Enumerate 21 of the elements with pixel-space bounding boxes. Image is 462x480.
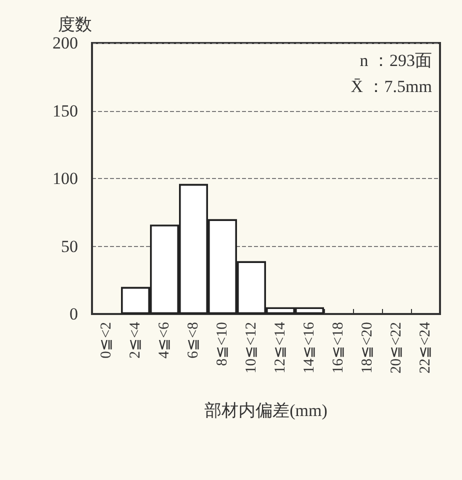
x-tick-label: 12≦<14 xyxy=(272,322,288,374)
x-axis-title: 部材内偏差(mm) xyxy=(204,401,328,420)
y-axis-title: 度数 xyxy=(58,15,92,34)
x-tick-label: 16≦<18 xyxy=(330,322,346,374)
x-tick-label: 6≦<8 xyxy=(186,322,202,358)
annotation: n ：293面 xyxy=(360,51,432,70)
x-tick-label: 10≦<12 xyxy=(244,322,260,374)
y-tick-label: 0 xyxy=(70,304,78,324)
x-tick-label: 0≦<2 xyxy=(98,322,114,358)
x-tick-label: 14≦<16 xyxy=(302,322,318,374)
x-tick-label: 4≦<6 xyxy=(156,322,172,358)
y-tick-label: 150 xyxy=(52,101,78,120)
annotation: X̄ ：7.5mm xyxy=(350,77,432,96)
x-tick-label: 20≦<22 xyxy=(388,322,404,374)
y-tick-label: 200 xyxy=(52,34,78,52)
x-tick-label: 2≦<4 xyxy=(128,322,144,358)
y-tick-label: 50 xyxy=(61,236,78,256)
x-tick-label: 18≦<20 xyxy=(360,322,376,374)
y-tick-label: 100 xyxy=(52,169,78,188)
x-tick-label: 22≦<24 xyxy=(418,322,434,374)
x-tick-label: 8≦<10 xyxy=(214,322,230,366)
